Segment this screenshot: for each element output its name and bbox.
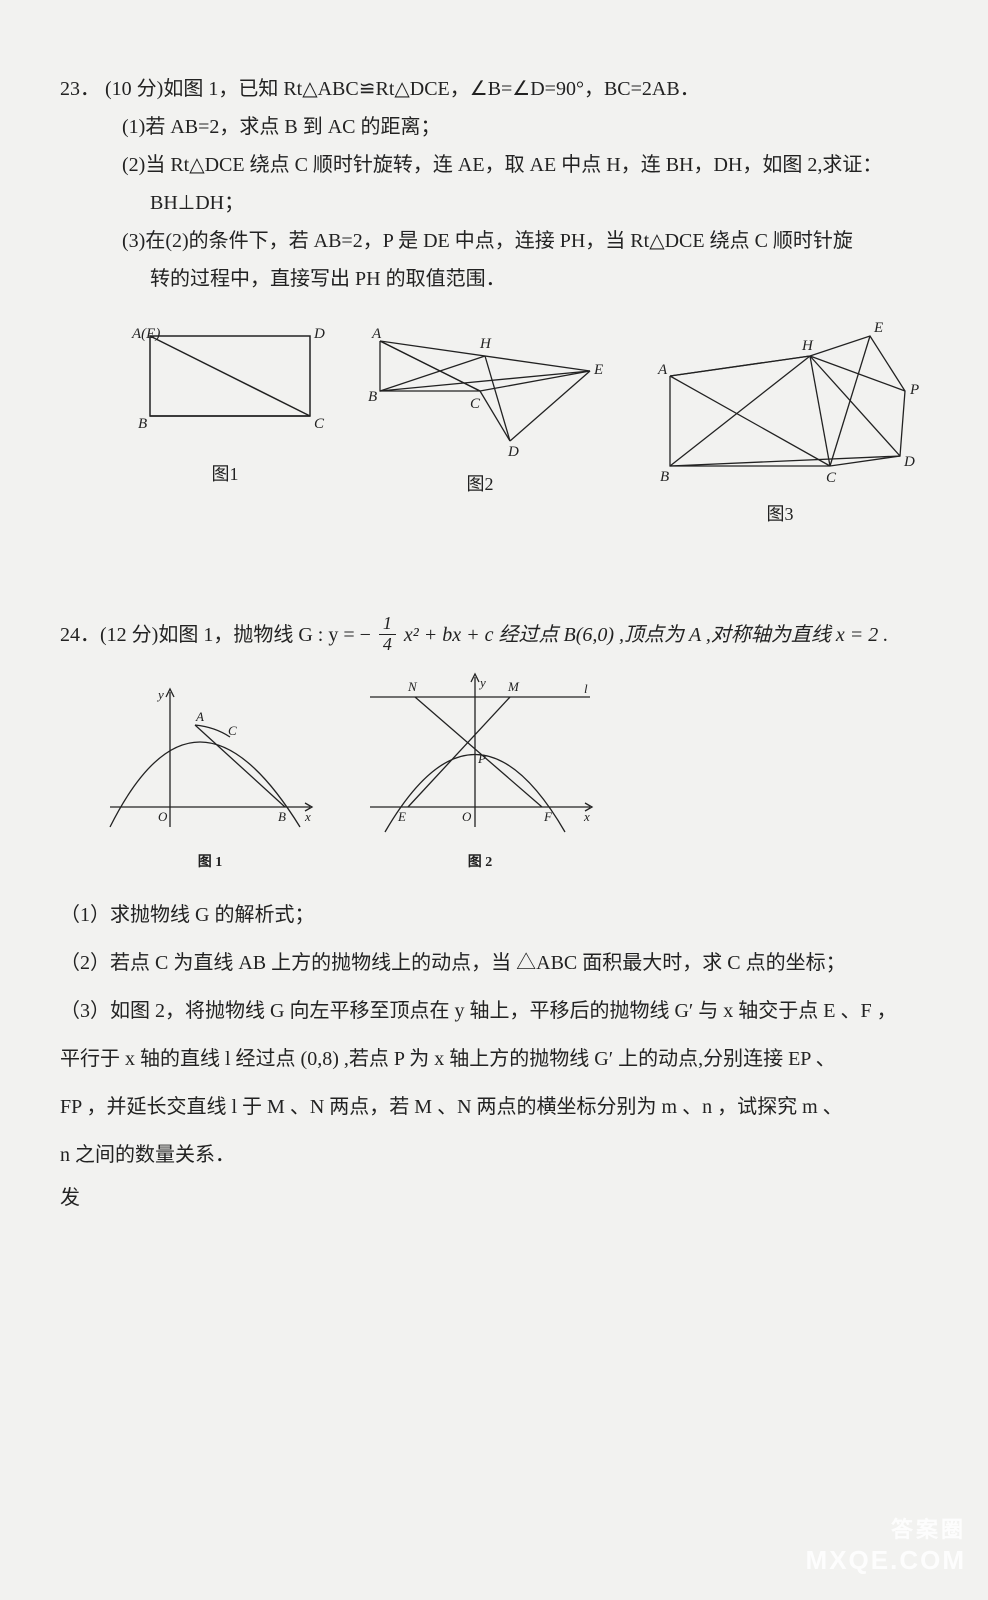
q24-figures: y A C O B x 图 1 — [100, 667, 948, 871]
lbl-M4: M — [507, 679, 520, 694]
q24-number: 24． — [60, 624, 100, 646]
q24-p1: （1）求抛物线 G 的解析式； — [60, 891, 948, 939]
q23-line1: 23． (10 分)如图 1，已知 Rt△ABC≌Rt△DCE，∠B=∠D=90… — [60, 70, 948, 108]
lbl-y4: y — [478, 675, 486, 690]
q23-part3a: (3)在(2)的条件下，若 AB=2，P 是 DE 中点，连接 PH，当 Rt△… — [60, 222, 948, 260]
q23-part2b: BH⊥DH； — [60, 184, 948, 222]
q23-part3b: 转的过程中，直接写出 PH 的取值范围． — [60, 260, 948, 298]
q24-p3a: （3）如图 2，将抛物线 G 向左平移至顶点在 y 轴上，平移后的抛物线 G′ … — [60, 987, 948, 1035]
q23-fig1: A(E) D B C 图1 — [120, 316, 330, 486]
lbl-C: C — [314, 416, 325, 432]
q23-fig1-cap: 图1 — [120, 460, 330, 486]
question-23: 23． (10 分)如图 1，已知 Rt△ABC≌Rt△DCE，∠B=∠D=90… — [60, 70, 948, 526]
lbl-D3: D — [903, 454, 915, 470]
lbl-H2: H — [479, 336, 492, 352]
q24-fig2-cap: 图 2 — [360, 851, 600, 871]
lbl-A2: A — [371, 326, 382, 342]
lbl-C2: C — [470, 396, 481, 412]
lbl-y1: y — [156, 687, 164, 702]
exam-page: 23． (10 分)如图 1，已知 Rt△ABC≌Rt△DCE，∠B=∠D=90… — [0, 0, 988, 1600]
q23-figures: A(E) D B C 图1 — [120, 316, 948, 526]
lbl-B: B — [138, 416, 147, 432]
q24-fig1: y A C O B x 图 1 — [100, 677, 320, 871]
q23-part2a: (2)当 Rt△DCE 绕点 C 顺时针旋转，连 AE，取 AE 中点 H，连 … — [60, 146, 948, 184]
q23-intro: 如图 1，已知 Rt△ABC≌Rt△DCE，∠B=∠D=90°，BC=2AB． — [163, 78, 699, 100]
lbl-O4: O — [462, 809, 472, 824]
q24-tail: 发 — [60, 1179, 948, 1217]
q24-intro-b: x² + bx + c 经过点 B(6,0) ,顶点为 A ,对称轴为直线 x … — [404, 624, 888, 646]
lbl-E3: E — [873, 320, 883, 336]
lbl-B1: B — [278, 809, 286, 824]
q23-fig3-cap: 图3 — [630, 500, 930, 526]
q24-p3d: n 之间的数量关系． — [60, 1131, 948, 1179]
lbl-x1: x — [304, 809, 311, 824]
q23-fig2-svg: A H E B C D — [350, 316, 610, 466]
q23-fig2: A H E B C D 图2 — [350, 316, 610, 496]
question-24: 24．(12 分)如图 1，抛物线 G : y = − 1 4 x² + bx … — [60, 616, 948, 1217]
q23-points: (10 分) — [105, 78, 163, 100]
lbl-l4: l — [584, 681, 588, 696]
lbl-E2: E — [593, 362, 603, 378]
q23-fig3-svg: A H E P B C D — [630, 316, 930, 496]
q24-intro-a: 如图 1，抛物线 G : y = − — [158, 624, 371, 646]
q24-p3c: FP ，并延长交直线 l 于 M 、N 两点，若 M 、N 两点的横坐标分别为 … — [60, 1083, 948, 1131]
lbl-F4: F — [543, 809, 553, 824]
lbl-AE: A(E) — [131, 326, 160, 342]
q23-fig2-cap: 图2 — [350, 470, 610, 496]
fraction-1-4: 1 4 — [379, 614, 396, 655]
lbl-A1: A — [195, 709, 204, 724]
lbl-D: D — [313, 326, 325, 342]
q24-p3b: 平行于 x 轴的直线 l 经过点 (0,8) ,若点 P 为 x 轴上方的抛物线… — [60, 1035, 948, 1083]
q24-intro: 24．(12 分)如图 1，抛物线 G : y = − 1 4 x² + bx … — [60, 616, 948, 657]
lbl-E4: E — [397, 809, 406, 824]
q23-part1: (1)若 AB=2，求点 B 到 AC 的距离； — [60, 108, 948, 146]
lbl-P3: P — [909, 382, 919, 398]
q23-fig3: A H E P B C D 图3 — [630, 316, 930, 526]
lbl-A3: A — [657, 362, 668, 378]
q24-fig2: N y M l P E O F x 图 2 — [360, 667, 600, 871]
q24-fig1-svg: y A C O B x — [100, 677, 320, 847]
lbl-B2: B — [368, 389, 377, 405]
frac-num: 1 — [379, 614, 396, 635]
watermark-line2: MXQE.COM — [806, 1545, 966, 1576]
lbl-C1: C — [228, 723, 237, 738]
q23-fig1-svg: A(E) D B C — [120, 316, 330, 456]
q24-p2: （2）若点 C 为直线 AB 上方的抛物线上的动点，当 △ABC 面积最大时，求… — [60, 939, 948, 987]
lbl-O1: O — [158, 809, 168, 824]
q24-points: (12 分) — [100, 624, 158, 646]
lbl-C3: C — [826, 470, 837, 486]
q24-fig2-svg: N y M l P E O F x — [360, 667, 600, 847]
q24-fig1-cap: 图 1 — [100, 851, 320, 871]
lbl-B3: B — [660, 469, 669, 485]
lbl-H3: H — [801, 338, 814, 354]
watermark-line1: 答案圈 — [891, 1512, 966, 1544]
q23-number: 23． — [60, 78, 100, 100]
frac-den: 4 — [379, 635, 396, 655]
lbl-x4: x — [583, 809, 590, 824]
lbl-D2: D — [507, 444, 519, 460]
lbl-P4: P — [477, 751, 486, 766]
lbl-N4: N — [407, 679, 418, 694]
